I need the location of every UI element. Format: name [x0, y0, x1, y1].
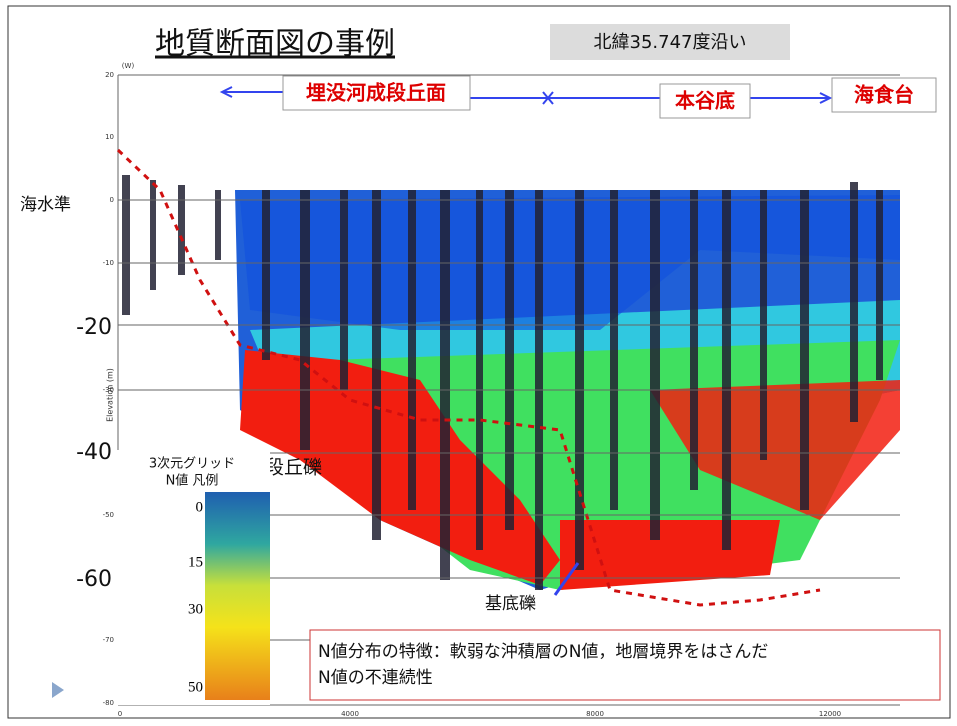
- axis-label: -70: [103, 636, 114, 644]
- axis-label: (W): [122, 62, 135, 70]
- annotation: 段丘礫: [265, 457, 322, 479]
- axis-label: 20: [105, 71, 114, 79]
- legend-colorbar: [205, 492, 270, 700]
- legend-tick: 50: [188, 679, 203, 695]
- depth-label: -60: [76, 567, 112, 592]
- axis-label: 12000: [819, 710, 841, 718]
- axis-label: -10: [103, 259, 114, 267]
- axis-label: -80: [103, 699, 114, 707]
- legend-tick: 15: [188, 554, 203, 570]
- legend-title: N値 凡例: [166, 473, 219, 489]
- axis-label: 0: [110, 196, 114, 204]
- legend-tick: 0: [196, 499, 204, 515]
- zone-label: 海食台: [854, 83, 914, 107]
- axis-label: 0: [118, 710, 122, 718]
- sea-level-label: 海水準: [20, 195, 71, 215]
- slide: (W)20100-10-30-50-70-8004000800012000 El…: [0, 0, 957, 722]
- slide-title: 地質断面図の事例: [155, 27, 395, 62]
- zone-label: 本谷底: [675, 89, 735, 113]
- zone-label: 埋没河成段丘面: [306, 81, 446, 105]
- legend-tick: 30: [188, 601, 203, 617]
- note-text: N値の不連続性: [318, 668, 433, 688]
- legend-title: 3次元グリッド: [149, 456, 235, 472]
- depth-label: -40: [76, 440, 112, 465]
- axis-label: 4000: [341, 710, 359, 718]
- axis-label: -50: [103, 511, 114, 519]
- note-box: [310, 630, 940, 700]
- note-text: N値分布の特徴：軟弱な沖積層のN値，地層境界をはさんだ: [318, 642, 768, 662]
- axis-label: 8000: [586, 710, 604, 718]
- depth-label: -20: [76, 315, 112, 340]
- y-axis-title: Elevation (m): [106, 368, 115, 422]
- subtitle: 北緯35.747度沿い: [594, 32, 747, 53]
- axis-label: 10: [105, 133, 114, 141]
- annotation: 基底礫: [485, 594, 536, 614]
